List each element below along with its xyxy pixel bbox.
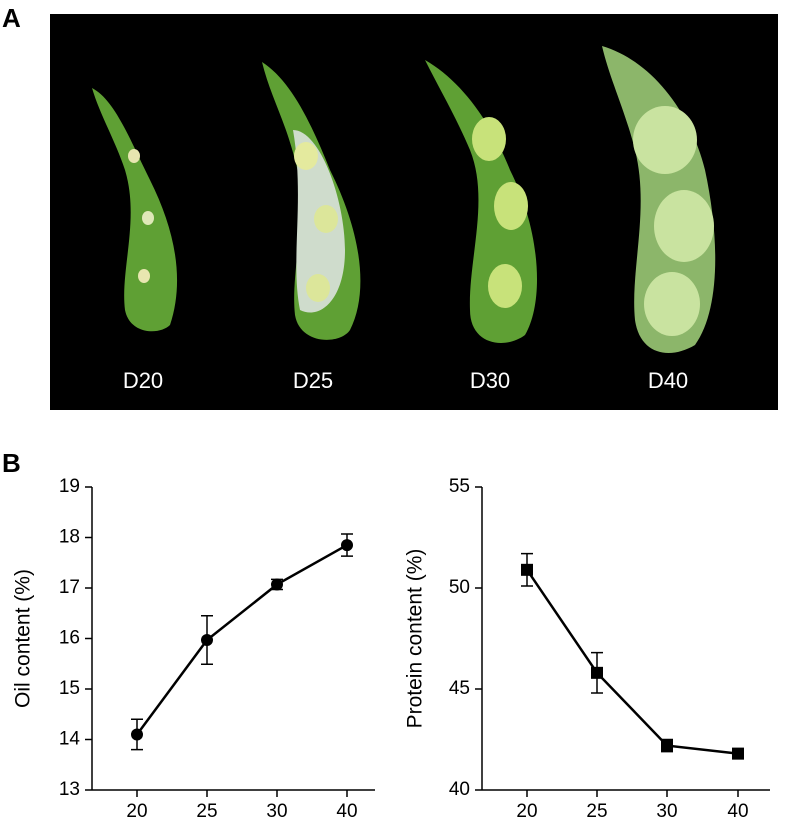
seed	[633, 106, 697, 174]
seed	[138, 269, 150, 283]
seed	[494, 182, 528, 230]
y-tick-label: 15	[59, 678, 80, 699]
marker	[661, 739, 673, 752]
panel-label: A	[2, 3, 21, 33]
seed	[294, 142, 318, 170]
stage-label: D20	[123, 368, 163, 393]
x-tick-label: 30	[266, 801, 287, 822]
x-tick-label: 20	[126, 801, 147, 822]
seed	[306, 274, 330, 302]
panel-label: B	[2, 448, 21, 478]
stage-label: D40	[648, 368, 688, 393]
y-tick-label: 16	[59, 628, 80, 649]
marker	[341, 539, 353, 552]
seed	[488, 264, 522, 308]
seed	[472, 117, 506, 161]
marker	[131, 728, 143, 741]
stage-label: D25	[293, 368, 333, 393]
seed	[654, 190, 714, 262]
y-axis-label: Oil content (%)	[12, 569, 35, 708]
seed	[644, 272, 700, 336]
marker	[521, 563, 533, 576]
y-axis-label: Protein content (%)	[404, 549, 427, 729]
y-tick-label: 45	[449, 678, 470, 699]
y-tick-label: 40	[449, 779, 470, 800]
x-tick-label: 40	[336, 801, 357, 822]
y-tick-label: 19	[59, 476, 80, 497]
x-tick-label: 25	[196, 801, 217, 822]
y-tick-label: 17	[59, 577, 80, 598]
marker	[201, 634, 213, 647]
marker	[591, 666, 603, 679]
pods	[92, 46, 716, 353]
y-tick-label: 14	[59, 729, 81, 750]
x-tick-label: 20	[516, 801, 537, 822]
data-line	[525, 569, 739, 755]
y-tick-label: 13	[59, 779, 80, 800]
seed	[142, 211, 154, 225]
seed	[128, 149, 140, 163]
pod	[92, 88, 178, 332]
y-tick-label: 55	[449, 476, 470, 497]
x-tick-label: 30	[656, 801, 677, 822]
seed	[314, 205, 338, 233]
marker	[271, 578, 283, 591]
stage-label: D30	[470, 368, 510, 393]
data-line	[135, 543, 348, 736]
marker	[732, 747, 744, 760]
y-tick-label: 18	[59, 527, 80, 548]
y-tick-label: 50	[449, 577, 470, 598]
x-tick-label: 25	[586, 801, 607, 822]
x-tick-label: 40	[727, 801, 748, 822]
